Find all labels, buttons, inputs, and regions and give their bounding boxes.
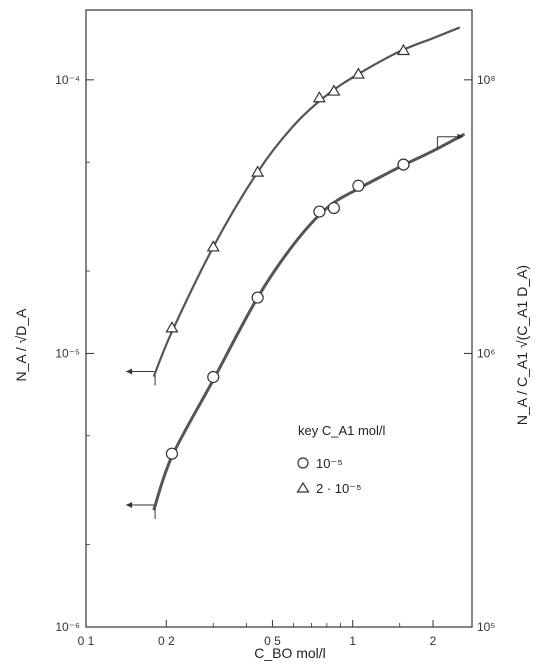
y-tick-label: 10⁻⁴ — [55, 73, 80, 87]
legend-title: key C_A1 mol/l — [298, 423, 386, 438]
series-curve-triangle — [153, 26, 460, 377]
series-curve-circle — [152, 133, 465, 511]
data-point-triangle — [396, 43, 411, 56]
data-point-circle — [251, 291, 264, 304]
plot-frame — [85, 9, 473, 628]
data-point-circle — [165, 447, 179, 460]
x-tick-label: 0 1 — [78, 634, 95, 648]
left-axis-arrow — [126, 501, 156, 519]
data-point-triangle — [327, 84, 341, 96]
data-point-circle — [352, 179, 365, 192]
series-curves — [126, 26, 465, 519]
data-point-circle — [207, 370, 220, 384]
legend-label-circle: 10⁻⁵ — [316, 456, 343, 471]
legend-triangle-marker — [296, 481, 310, 493]
y-tick-label: 10⁻⁶ — [55, 620, 80, 634]
arrow-head — [126, 368, 133, 375]
data-point-triangle — [206, 240, 220, 252]
series-markers — [165, 43, 411, 460]
data-point-circle — [313, 205, 326, 218]
right-axis-arrow — [436, 133, 464, 149]
right-axis-arrow — [126, 368, 156, 386]
data-point-triangle — [251, 165, 265, 177]
x-tick-label: 2 — [430, 634, 437, 648]
y-tick-label: 10⁻⁵ — [55, 346, 80, 360]
data-point-triangle — [165, 321, 179, 333]
data-point-triangle — [351, 67, 365, 79]
x-tick-label: 0 5 — [264, 634, 281, 648]
data-point-triangle — [312, 91, 326, 103]
arrow-head — [126, 501, 133, 508]
y2-tick-label: 10⁶ — [477, 346, 495, 360]
legend-circle-marker — [297, 457, 309, 469]
y2-tick-label: 10⁵ — [477, 620, 495, 634]
y-axis-title: N_A / √D_A — [13, 308, 29, 382]
axis-ticks: 0 1 0 2 0 5 1 2 10⁻⁶ 10⁻⁵ 10⁻⁴ 10⁵ 10⁶ 10⁸ — [55, 73, 495, 648]
legend: key C_A1 mol/l 10⁻⁵ 2 · 10⁻⁵ — [296, 423, 386, 496]
x-tick-label: 1 — [349, 634, 356, 648]
y2-tick-label: 10⁸ — [477, 73, 495, 87]
x-tick-label: 0 2 — [158, 634, 175, 648]
data-point-circle — [397, 158, 410, 171]
data-point-circle — [327, 201, 341, 215]
y2-axis-title: N_A / C_A1 √(C_A1 D_A) — [514, 265, 530, 425]
arrow-head — [457, 133, 464, 140]
legend-label-triangle: 2 · 10⁻⁵ — [316, 481, 362, 496]
x-axis-title: C_BO mol/l — [254, 645, 326, 661]
